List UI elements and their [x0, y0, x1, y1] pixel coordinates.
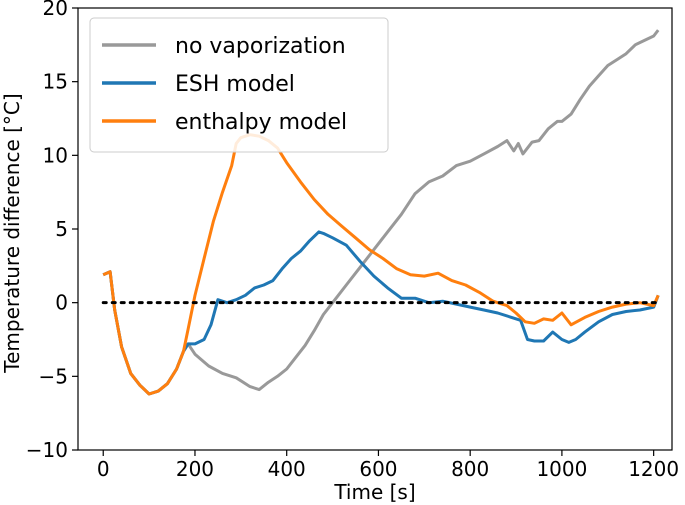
y-tick-label: 0 — [55, 291, 68, 315]
legend-box — [89, 17, 389, 153]
series-line-enthalpy-model — [102, 133, 660, 396]
x-tick-label: 800 — [451, 457, 489, 481]
x-tick-label: 1000 — [536, 457, 587, 481]
x-tick-label: 600 — [359, 457, 397, 481]
legend-label: enthalpy model — [175, 110, 347, 135]
x-tick-label: 400 — [268, 457, 306, 481]
legend-label: no vaporization — [175, 34, 346, 59]
y-tick-label: −5 — [39, 364, 68, 388]
x-axis-label: Time [s] — [333, 480, 415, 504]
y-tick-label: 20 — [43, 0, 68, 20]
x-tick-label: 1200 — [628, 457, 679, 481]
plot-lines — [102, 29, 660, 396]
y-tick-label: −10 — [26, 438, 68, 462]
x-tick-label: 200 — [176, 457, 214, 481]
y-axis-label: Temperature difference [°C] — [0, 93, 24, 373]
x-tick-label: 0 — [97, 457, 110, 481]
legend-label: ESH model — [175, 72, 295, 97]
y-tick-label: 10 — [43, 143, 68, 167]
legend: no vaporization ESH model enthalpy model — [89, 17, 389, 153]
y-axis: −10 −5 0 5 10 15 20 — [26, 0, 78, 462]
x-axis: 0 200 400 600 800 1000 1200 — [97, 450, 679, 481]
y-tick-label: 15 — [43, 70, 68, 94]
y-tick-label: 5 — [55, 217, 68, 241]
